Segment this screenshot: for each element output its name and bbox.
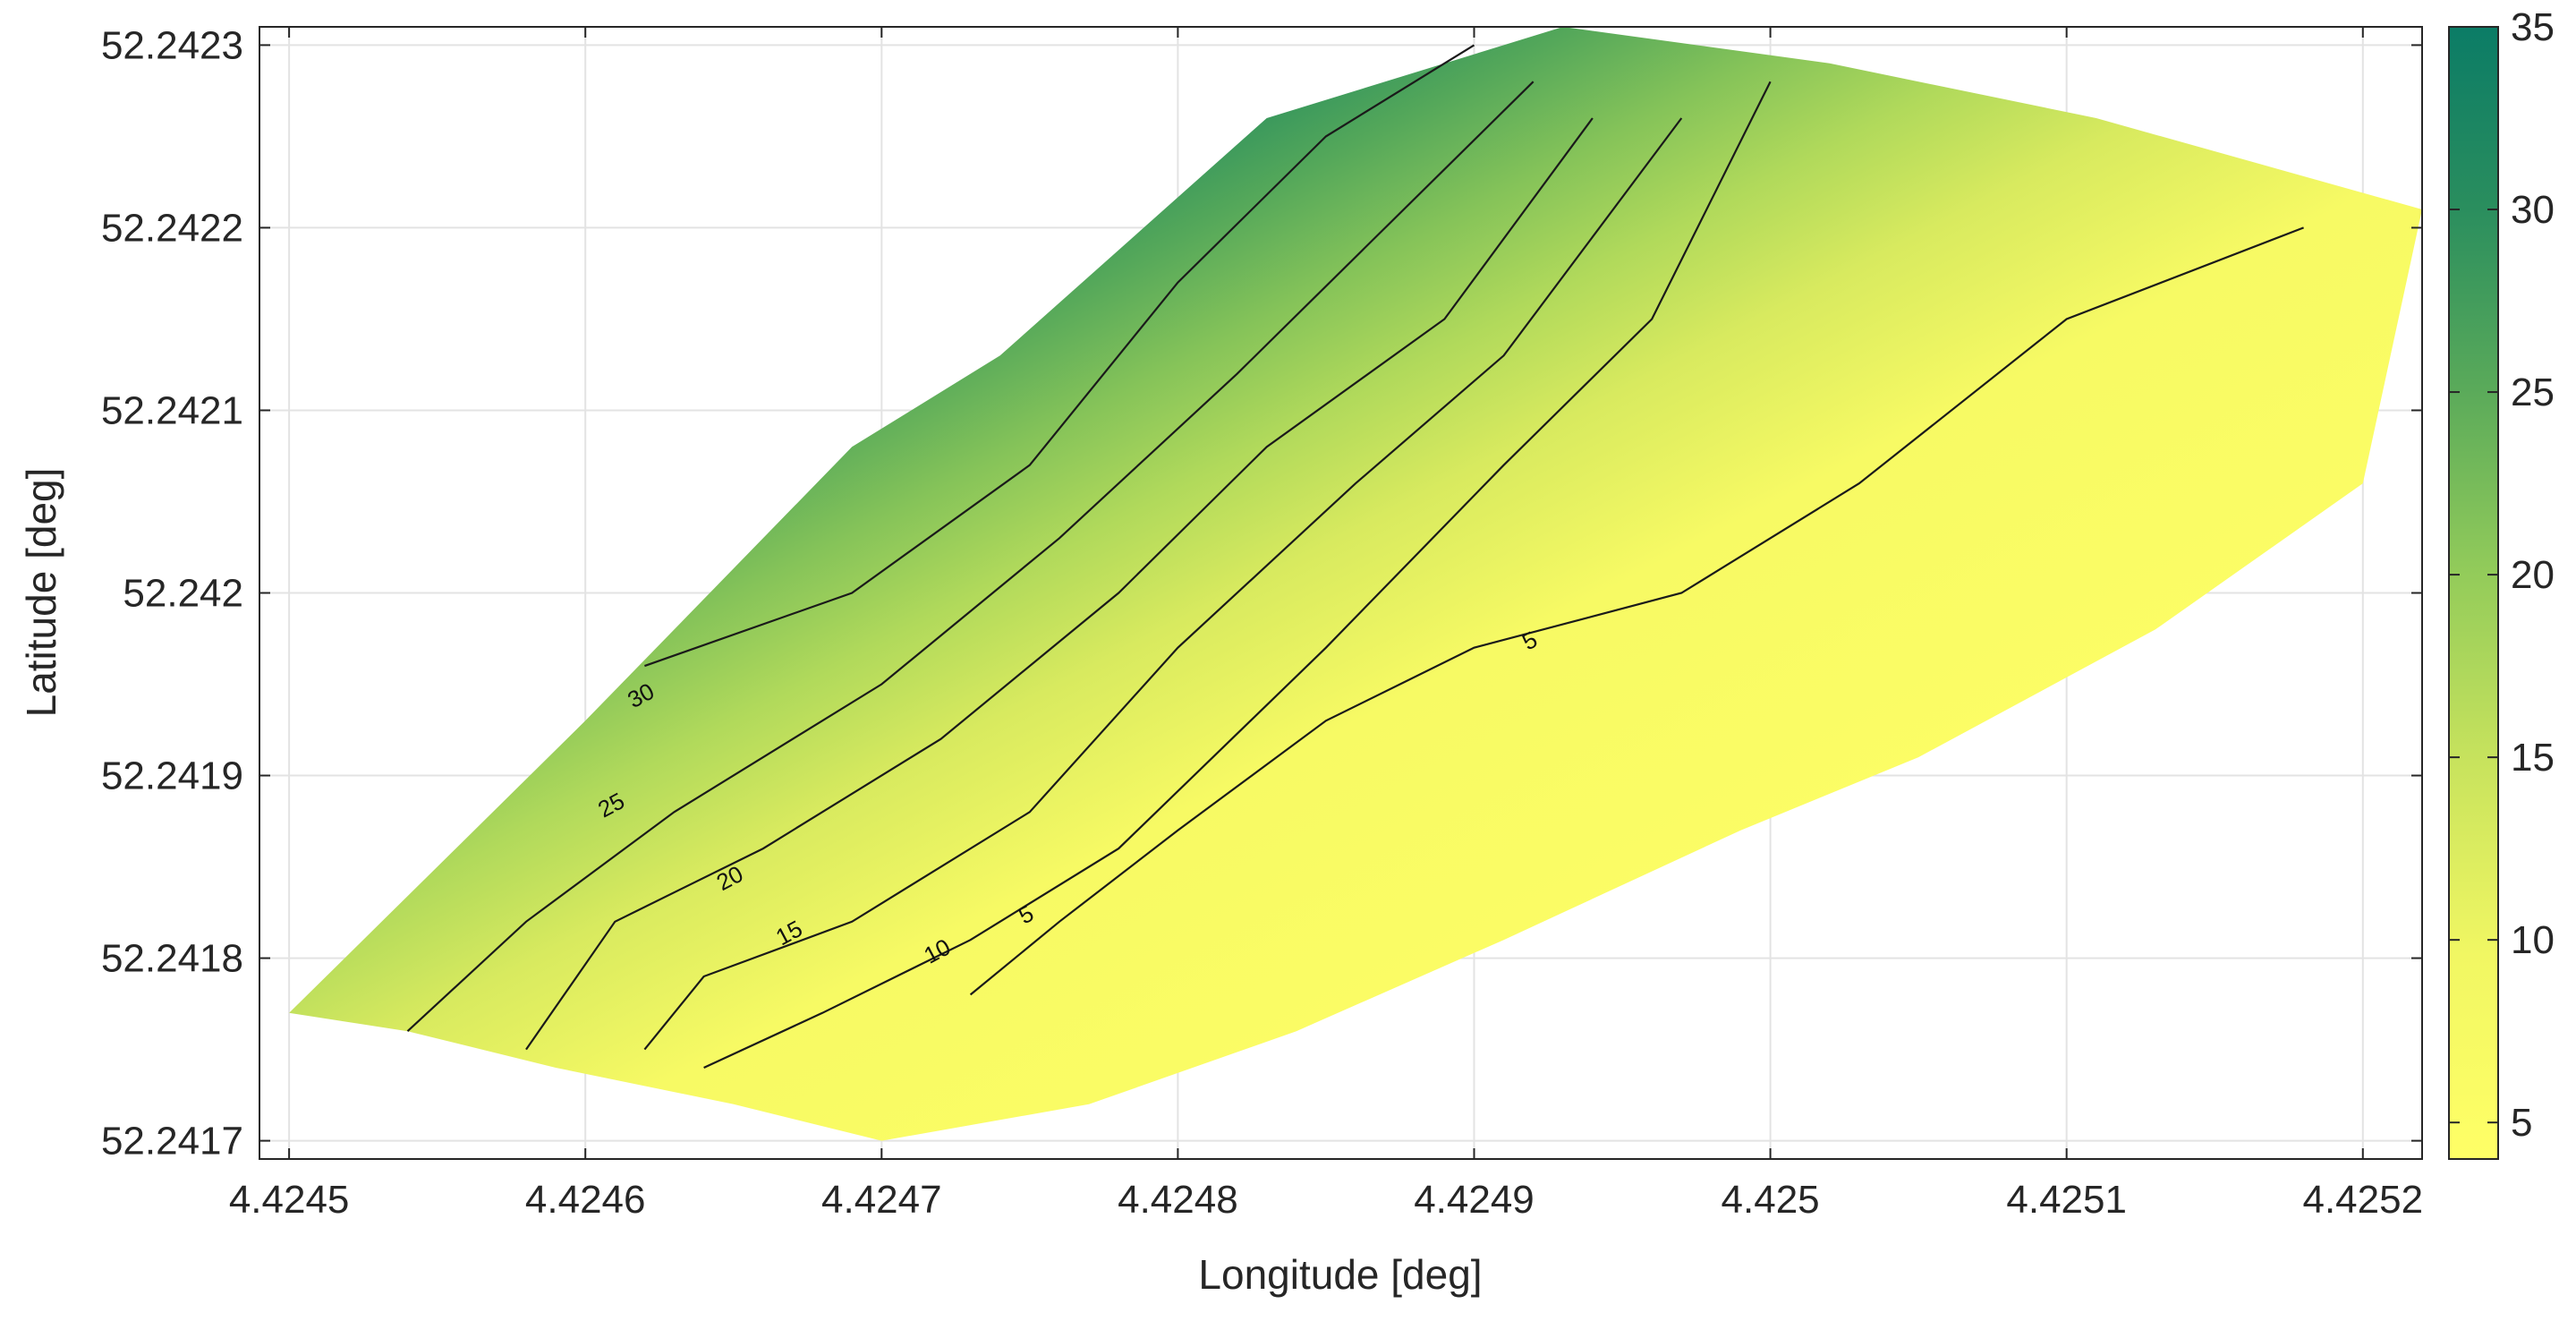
contour-line-30 <box>644 44 1475 668</box>
x-tick-label: 4.4249 <box>1414 1178 1535 1222</box>
x-tick-label: 4.4247 <box>821 1178 942 1222</box>
colorbar-tick-label: 30 <box>2511 188 2555 232</box>
x-tick-label: 4.4252 <box>2302 1178 2423 1222</box>
contour-line-5 <box>969 226 2304 996</box>
colorbar-tick-label: 15 <box>2511 736 2555 780</box>
colorbar-tick-label: 35 <box>2511 5 2555 49</box>
colorbar-tick-label: 20 <box>2511 553 2555 597</box>
x-tick-label: 4.4251 <box>2006 1178 2127 1222</box>
y-axis-ticks: 52.2417 52.2418 52.2419 52.242 52.2421 52.242… <box>101 23 2422 1163</box>
x-axis-ticks: 4.4245 4.4246 4.4247 4.4248 4.4249 4.425 4.425… <box>229 27 2423 1222</box>
colorbar-tick-label: 10 <box>2511 918 2555 962</box>
y-tick-label: 52.2422 <box>101 206 243 250</box>
colorbar-tick-label: 25 <box>2511 371 2555 414</box>
x-tick-label: 4.4248 <box>1118 1178 1238 1222</box>
x-tick-label: 4.425 <box>1722 1178 1820 1222</box>
contour-line-15 <box>643 117 1683 1051</box>
contour-field <box>289 27 2422 1141</box>
x-axis-label: Longitude [deg] <box>1198 1251 1482 1298</box>
colorbar-ticks: 5 10 15 20 25 30 35 <box>2449 5 2555 1145</box>
colorbar-tick-label: 5 <box>2511 1101 2532 1145</box>
contour-line-20 <box>525 117 1594 1051</box>
y-tick-label: 52.2419 <box>101 754 243 798</box>
y-tick-label: 52.242 <box>123 572 243 616</box>
contour-line-25 <box>406 81 1535 1033</box>
y-axis-label: Latitude [deg] <box>18 468 64 718</box>
y-tick-label: 52.2423 <box>101 23 243 67</box>
y-tick-label: 52.2421 <box>101 388 243 432</box>
contour-line-10 <box>703 81 1772 1069</box>
data-region <box>289 27 2422 1141</box>
x-tick-label: 4.4245 <box>229 1178 350 1222</box>
y-tick-label: 52.2417 <box>101 1120 243 1163</box>
y-tick-label: 52.2418 <box>101 937 243 981</box>
colorbar <box>2448 26 2499 1160</box>
x-tick-label: 4.4246 <box>525 1178 646 1222</box>
